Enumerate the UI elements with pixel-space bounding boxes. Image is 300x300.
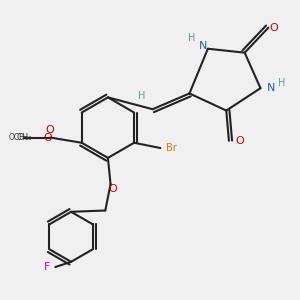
Text: H: H bbox=[138, 91, 146, 101]
Text: O: O bbox=[46, 124, 55, 135]
Text: Br: Br bbox=[166, 143, 176, 153]
Text: O: O bbox=[235, 136, 244, 146]
Text: H: H bbox=[188, 33, 196, 43]
Text: H: H bbox=[278, 78, 285, 88]
Text: OCH₃: OCH₃ bbox=[9, 133, 28, 142]
Text: O: O bbox=[109, 184, 118, 194]
Text: O: O bbox=[43, 133, 52, 142]
Text: O: O bbox=[269, 23, 278, 33]
Text: N: N bbox=[267, 83, 275, 93]
Text: F: F bbox=[44, 262, 51, 272]
Text: N: N bbox=[198, 41, 207, 51]
Text: CH₃: CH₃ bbox=[16, 133, 32, 142]
